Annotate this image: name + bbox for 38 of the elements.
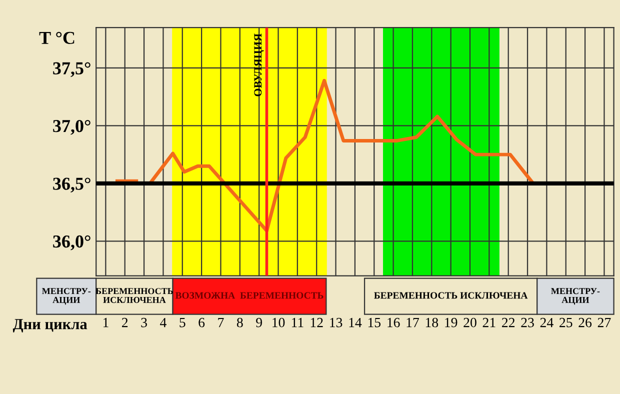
text: МЕНСТРУ- АЦИИ <box>42 288 91 305</box>
x-tick-label: 16 <box>388 318 400 328</box>
y-tick-label: 36,0° <box>53 235 90 250</box>
x-tick-label: 5 <box>180 318 186 328</box>
x-tick-label: 1 <box>103 318 108 328</box>
x-tick-label: 11 <box>292 318 304 328</box>
x-tick-label: 10 <box>272 318 285 328</box>
x-tick-label: 9 <box>256 318 262 328</box>
x-tick-label: 6 <box>198 318 205 328</box>
x-tick-label: 20 <box>464 318 476 328</box>
text: ВОЗМОЖНА БЕРЕМЕННОСТЬ <box>175 292 324 299</box>
x-tick-label: 25 <box>560 318 572 328</box>
x-tick-label: 27 <box>598 318 611 328</box>
x-tick-label: 13 <box>330 318 342 328</box>
x-tick-label: 24 <box>540 318 554 328</box>
y-tick-label: 37,5° <box>53 62 90 78</box>
x-tick-label: 23 <box>521 318 534 328</box>
x-tick-label: 21 <box>482 318 496 328</box>
x-tick-label: 22 <box>502 318 515 328</box>
x-tick-label: 26 <box>578 318 592 328</box>
x-tick-label: 15 <box>368 318 381 328</box>
x-axis-title: Дни цикла <box>12 319 88 332</box>
text: БЕРЕМЕННОСТЬ ИСКЛЮЧЕНА <box>374 292 528 299</box>
y-tick-label: 36,5° <box>53 178 90 192</box>
x-tick-label: 4 <box>160 318 166 328</box>
x-tick-label: 3 <box>141 318 147 328</box>
y-tick-label: 37,0° <box>53 120 90 135</box>
x-tick-label: 14 <box>349 318 362 328</box>
x-tick-label: 19 <box>445 318 458 328</box>
x-tick-label: 18 <box>426 318 438 328</box>
x-tick-label: 7 <box>218 318 224 328</box>
x-tick-label: 12 <box>310 318 323 328</box>
x-tick-label: 8 <box>236 318 243 328</box>
x-tick-label: 17 <box>406 318 420 328</box>
x-tick-label: 2 <box>122 318 128 328</box>
text: МЕНСТРУ- АЦИИ <box>551 288 600 305</box>
ref-line-label: ОВУЛЯЦИЯ <box>254 34 264 96</box>
chart-title: T °C <box>39 32 74 44</box>
